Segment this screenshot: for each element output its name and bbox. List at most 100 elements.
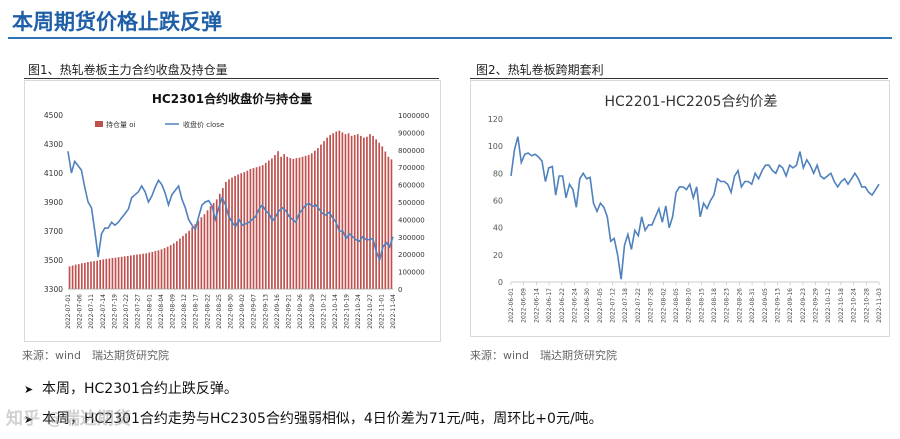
x-tick-label: 2022-10-12 bbox=[320, 294, 327, 329]
y-tick: 80 bbox=[493, 169, 503, 178]
oi-bar bbox=[120, 256, 123, 289]
x-tick-label: 2022-09-29 bbox=[813, 288, 820, 323]
close-price-line bbox=[67, 151, 394, 263]
oi-bar bbox=[310, 153, 313, 289]
oi-bar bbox=[203, 214, 206, 289]
x-tick-label: 2022-07-06 bbox=[77, 294, 84, 329]
x-tick-label: 2022-07-19 bbox=[111, 294, 118, 329]
oi-bar bbox=[329, 135, 331, 289]
x-tick-label: 2022-11-04 bbox=[390, 294, 397, 329]
x-tick-label: 2022-10-12 bbox=[825, 288, 832, 323]
oi-bar bbox=[206, 210, 209, 289]
bullet-2: ➤ 本周，HC2301合约走势与HC2305合约强弱相似，4日价差为71元/吨，周… bbox=[24, 408, 603, 428]
figure-2-caption: 图2、热轧卷板跨期套利 bbox=[476, 63, 604, 77]
oi-bar bbox=[369, 134, 371, 289]
oi-bar bbox=[133, 255, 135, 289]
x-tick-label: 2022-11-03 bbox=[876, 288, 883, 323]
bullet-arrow-icon: ➤ bbox=[24, 413, 34, 426]
oi-bar bbox=[350, 135, 353, 289]
oi-bar bbox=[80, 263, 83, 289]
oi-bar bbox=[93, 261, 95, 289]
oi-bar bbox=[252, 168, 255, 289]
oi-bar bbox=[344, 134, 347, 289]
oi-bar bbox=[255, 167, 258, 289]
oi-bar bbox=[317, 148, 319, 289]
y-left-tick: 3500 bbox=[44, 256, 63, 265]
oi-bar bbox=[212, 202, 215, 289]
x-tick-label: 2022-07-01 bbox=[65, 294, 72, 329]
oi-bar bbox=[185, 233, 187, 289]
y-right-tick: 1000000 bbox=[398, 112, 429, 120]
oi-bar bbox=[246, 170, 249, 289]
x-tick-label: 2022-07-28 bbox=[648, 288, 655, 323]
oi-bar bbox=[136, 254, 138, 289]
oi-bar bbox=[172, 243, 175, 289]
x-tick-label: 2022-07-05 bbox=[597, 288, 604, 323]
x-tick-label: 2022-08-25 bbox=[216, 294, 223, 329]
x-tick-label: 2022-10-14 bbox=[332, 294, 339, 329]
oi-bar bbox=[130, 255, 132, 289]
x-tick-label: 2022-09-13 bbox=[774, 288, 781, 323]
x-tick-label: 2022-06-22 bbox=[559, 288, 566, 323]
x-tick-label: 2022-07-22 bbox=[635, 288, 642, 323]
y-left-tick: 4100 bbox=[44, 169, 63, 178]
title-divider bbox=[8, 37, 892, 39]
oi-bar bbox=[77, 264, 80, 289]
oi-bar bbox=[289, 158, 292, 289]
oi-bar bbox=[96, 260, 98, 289]
oi-bar bbox=[353, 135, 356, 289]
x-tick-label: 2022-08-04 bbox=[158, 294, 165, 329]
page-title: 本周期货价格止跌反弹 bbox=[12, 10, 222, 34]
oi-bar bbox=[366, 136, 368, 289]
y-left-tick: 3700 bbox=[44, 227, 63, 236]
y-right-tick: 0 bbox=[398, 286, 402, 294]
oi-bar bbox=[123, 256, 126, 289]
oi-bar bbox=[209, 206, 212, 289]
x-tick-label: 2022-08-05 bbox=[673, 288, 680, 323]
x-tick-label: 2022-06-09 bbox=[521, 288, 528, 323]
y-tick: 0 bbox=[498, 278, 503, 287]
y-right-tick: 600000 bbox=[398, 182, 425, 190]
bullet-2-text: 本周，HC2301合约走势与HC2305合约强弱相似，4日价差为71元/吨，周环… bbox=[42, 411, 603, 427]
oi-bar bbox=[179, 238, 181, 289]
oi-bar bbox=[160, 249, 163, 289]
oi-bar bbox=[292, 158, 295, 289]
oi-bar bbox=[267, 160, 270, 289]
oi-bar bbox=[139, 254, 141, 289]
oi-bar bbox=[99, 259, 102, 289]
x-tick-label: 2022-07-22 bbox=[123, 294, 130, 329]
oi-bar bbox=[295, 158, 298, 289]
x-tick-label: 2022-10-24 bbox=[355, 294, 362, 329]
oi-bar bbox=[228, 179, 230, 289]
oi-bar bbox=[169, 245, 172, 289]
oi-bar bbox=[338, 130, 341, 289]
oi-bar bbox=[363, 137, 365, 289]
oi-bar bbox=[240, 173, 243, 289]
oi-bar bbox=[231, 177, 233, 289]
oi-bar bbox=[182, 235, 184, 289]
x-tick-label: 2022-08-09 bbox=[169, 294, 176, 329]
x-tick-label: 2022-06-24 bbox=[571, 288, 578, 323]
x-tick-label: 2022-07-18 bbox=[622, 288, 629, 323]
x-tick-label: 2022-06-01 bbox=[508, 288, 515, 323]
x-tick-label: 2022-07-14 bbox=[100, 294, 107, 329]
oi-bar bbox=[298, 157, 301, 289]
oi-bar bbox=[307, 155, 310, 289]
x-tick-label: 2022-10-27 bbox=[367, 294, 374, 329]
y-left-tick: 3900 bbox=[44, 198, 63, 207]
y-right-tick: 900000 bbox=[398, 129, 425, 137]
x-tick-label: 2022-09-26 bbox=[297, 294, 304, 329]
oi-bar bbox=[84, 262, 86, 289]
y-tick: 40 bbox=[493, 224, 503, 233]
oi-bar bbox=[145, 253, 148, 289]
oi-bar bbox=[286, 156, 289, 289]
oi-bar bbox=[271, 158, 273, 289]
x-tick-label: 2022-09-16 bbox=[274, 294, 281, 329]
x-tick-label: 2022-09-16 bbox=[787, 288, 794, 323]
x-tick-label: 2022-11-01 bbox=[378, 294, 385, 329]
x-tick-label: 2022-10-28 bbox=[863, 288, 870, 323]
chart-1-title: HC2301合约收盘价与持仓量 bbox=[152, 91, 312, 106]
oi-bar bbox=[390, 159, 393, 289]
x-tick-label: 2022-08-01 bbox=[146, 294, 153, 329]
oi-bar bbox=[114, 257, 117, 289]
